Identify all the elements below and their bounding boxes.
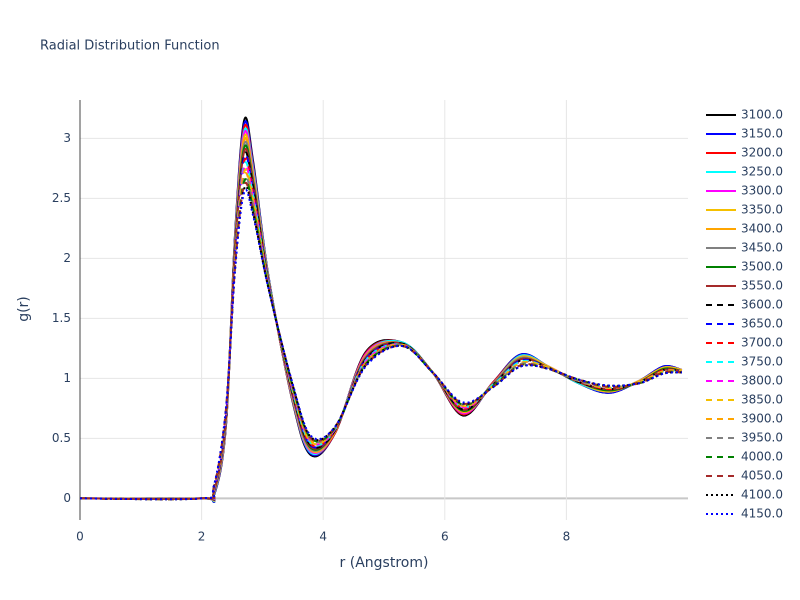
y-tick-label: 1	[63, 371, 71, 385]
legend-label: 3450.0	[741, 241, 783, 255]
legend-item[interactable]: 3350.0	[706, 203, 783, 217]
legend-item[interactable]: 3400.0	[706, 222, 783, 236]
y-tick-label: 0.5	[52, 431, 71, 445]
legend-label: 4050.0	[741, 469, 783, 483]
y-axis-title: g(r)	[16, 296, 32, 322]
legend-item[interactable]: 4000.0	[706, 450, 783, 464]
legend-label: 4100.0	[741, 488, 783, 502]
x-tick-label: 6	[441, 530, 449, 544]
legend-item[interactable]: 3500.0	[706, 260, 783, 274]
legend: 3100.0 3150.0 3200.0 3250.0 3300.0 3350.0 3400…	[706, 108, 783, 521]
x-tick-label: 0	[76, 530, 84, 544]
legend-item[interactable]: 3100.0	[706, 108, 783, 122]
plot-area: 0 0.5 1 1.5 2 2.5 3 0 2 4 6 8	[52, 100, 688, 544]
legend-item[interactable]: 3550.0	[706, 279, 783, 293]
series-line	[79, 178, 682, 501]
legend-label: 3300.0	[741, 184, 783, 198]
legend-label: 3750.0	[741, 355, 783, 369]
legend-item[interactable]: 3750.0	[706, 355, 783, 369]
y-tick-label: 1.5	[52, 311, 71, 325]
x-tick-label: 2	[198, 530, 206, 544]
legend-label: 3800.0	[741, 374, 783, 388]
y-tick-label: 2.5	[52, 191, 71, 205]
legend-label: 3400.0	[741, 222, 783, 236]
legend-item[interactable]: 4150.0	[706, 507, 783, 521]
legend-label: 3900.0	[741, 412, 783, 426]
legend-label: 3250.0	[741, 165, 783, 179]
x-tick-label: 8	[563, 530, 571, 544]
legend-label: 3600.0	[741, 298, 783, 312]
legend-item[interactable]: 3900.0	[706, 412, 783, 426]
chart-title: Radial Distribution Function	[40, 39, 220, 54]
legend-label: 3350.0	[741, 203, 783, 217]
legend-item[interactable]: 4050.0	[706, 469, 783, 483]
legend-label: 3950.0	[741, 431, 783, 445]
legend-label: 3150.0	[741, 127, 783, 141]
legend-item[interactable]: 3950.0	[706, 431, 783, 445]
x-axis-title: r (Angstrom)	[340, 555, 429, 571]
legend-label: 3850.0	[741, 393, 783, 407]
legend-item[interactable]: 3850.0	[706, 393, 783, 407]
legend-label: 3500.0	[741, 260, 783, 274]
legend-item[interactable]: 3200.0	[706, 146, 783, 160]
legend-label: 3550.0	[741, 279, 783, 293]
series-line	[79, 189, 682, 501]
legend-item[interactable]: 3300.0	[706, 184, 783, 198]
legend-label: 3200.0	[741, 146, 783, 160]
legend-item[interactable]: 3250.0	[706, 165, 783, 179]
legend-item[interactable]: 3700.0	[706, 336, 783, 350]
legend-item[interactable]: 3800.0	[706, 374, 783, 388]
y-tick-label: 2	[63, 251, 71, 265]
y-tick-label: 3	[63, 131, 71, 145]
legend-item[interactable]: 3650.0	[706, 317, 783, 331]
legend-label: 4000.0	[741, 450, 783, 464]
legend-item[interactable]: 4100.0	[706, 488, 783, 502]
legend-label: 3100.0	[741, 108, 783, 122]
x-tick-label: 4	[319, 530, 327, 544]
legend-item[interactable]: 3450.0	[706, 241, 783, 255]
y-tick-label: 0	[63, 491, 71, 505]
legend-item[interactable]: 3150.0	[706, 127, 783, 141]
legend-label: 3650.0	[741, 317, 783, 331]
legend-label: 3700.0	[741, 336, 783, 350]
legend-item[interactable]: 3600.0	[706, 298, 783, 312]
legend-label: 4150.0	[741, 507, 783, 521]
